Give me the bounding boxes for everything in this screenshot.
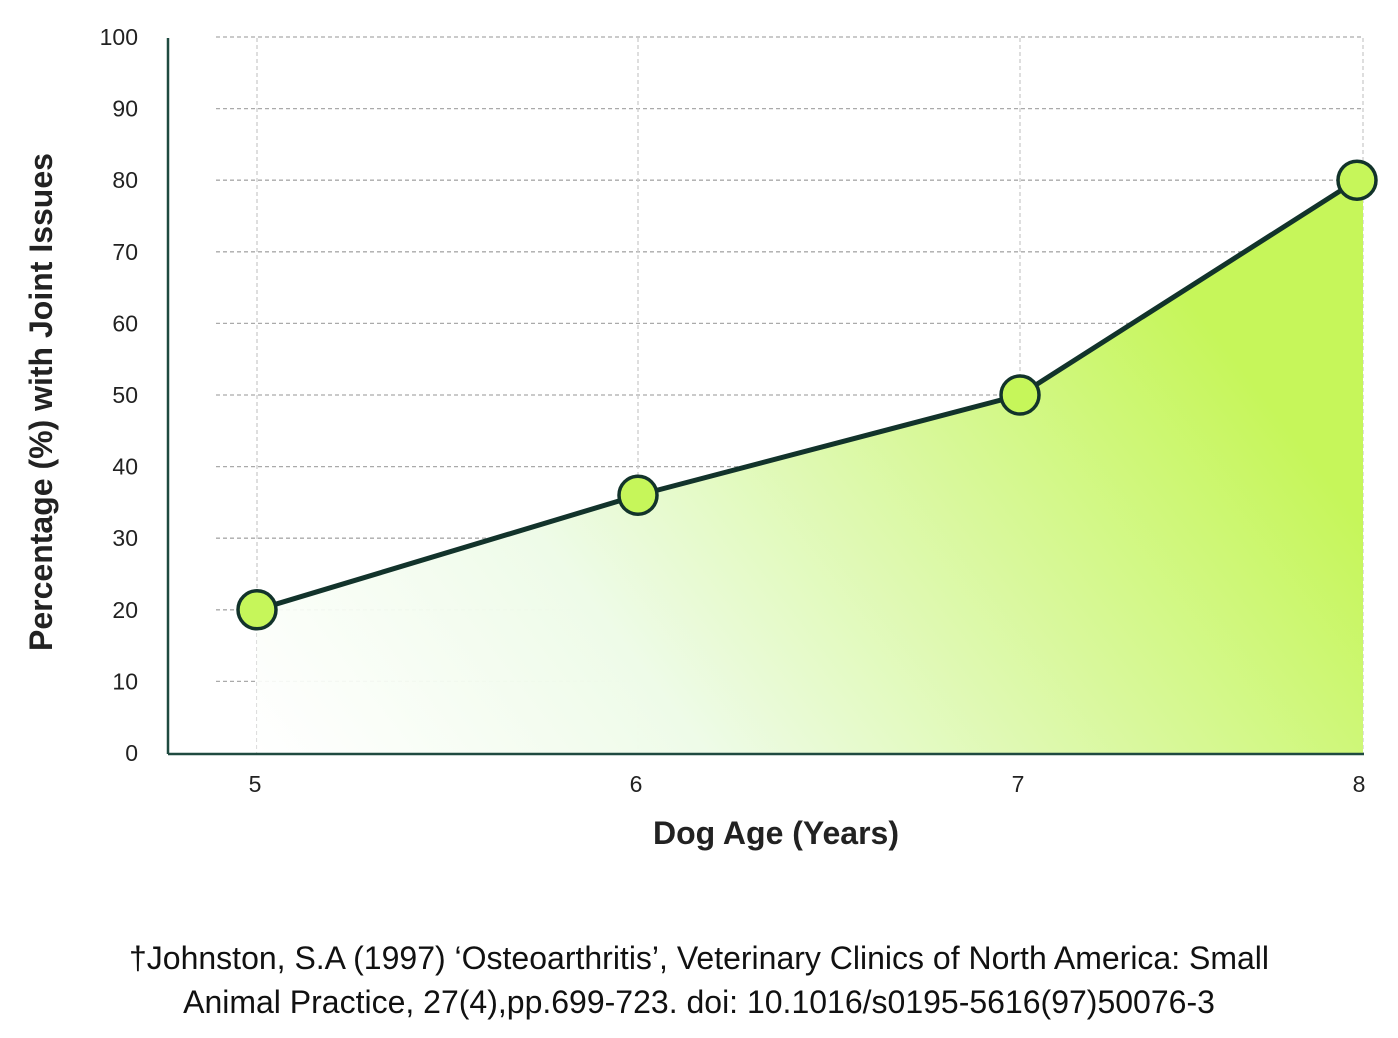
y-tick-label: 20 <box>112 597 138 623</box>
area-chart: 0 10 20 30 40 50 60 70 80 90 100 5 6 7 8 Dog Age (Yea… <box>23 24 1378 851</box>
y-tick-label: 100 <box>100 24 138 50</box>
data-point <box>1336 159 1378 201</box>
x-tick-label: 7 <box>1012 771 1025 797</box>
data-point <box>617 474 659 516</box>
y-tick-label: 80 <box>112 167 138 193</box>
y-tick-label: 60 <box>112 310 138 336</box>
footnote-line-2: Animal Practice, 27(4),pp.699-723. doi: … <box>183 984 1215 1020</box>
y-tick-label: 10 <box>112 668 138 694</box>
x-tick-label: 6 <box>630 771 643 797</box>
footnote: †Johnston, S.A (1997) ‘Osteoarthritis’, … <box>0 936 1398 1024</box>
y-tick-label: 50 <box>112 382 138 408</box>
x-axis-label: Dog Age (Years) <box>653 815 899 851</box>
x-tick-label: 8 <box>1353 771 1366 797</box>
y-tick-label: 40 <box>112 454 138 480</box>
series-line <box>256 178 1359 613</box>
footnote-line-1: †Johnston, S.A (1997) ‘Osteoarthritis’, … <box>128 940 1270 976</box>
data-point <box>236 589 278 631</box>
y-tick-label: 70 <box>112 239 138 265</box>
y-tick-label: 90 <box>112 96 138 122</box>
y-tick-label: 30 <box>112 525 138 551</box>
y-axis-label: Percentage (%) with Joint Issues <box>23 153 59 651</box>
data-point <box>999 374 1041 416</box>
y-tick-label: 0 <box>125 740 138 766</box>
x-tick-label: 5 <box>249 771 262 797</box>
area-fill <box>257 180 1363 753</box>
